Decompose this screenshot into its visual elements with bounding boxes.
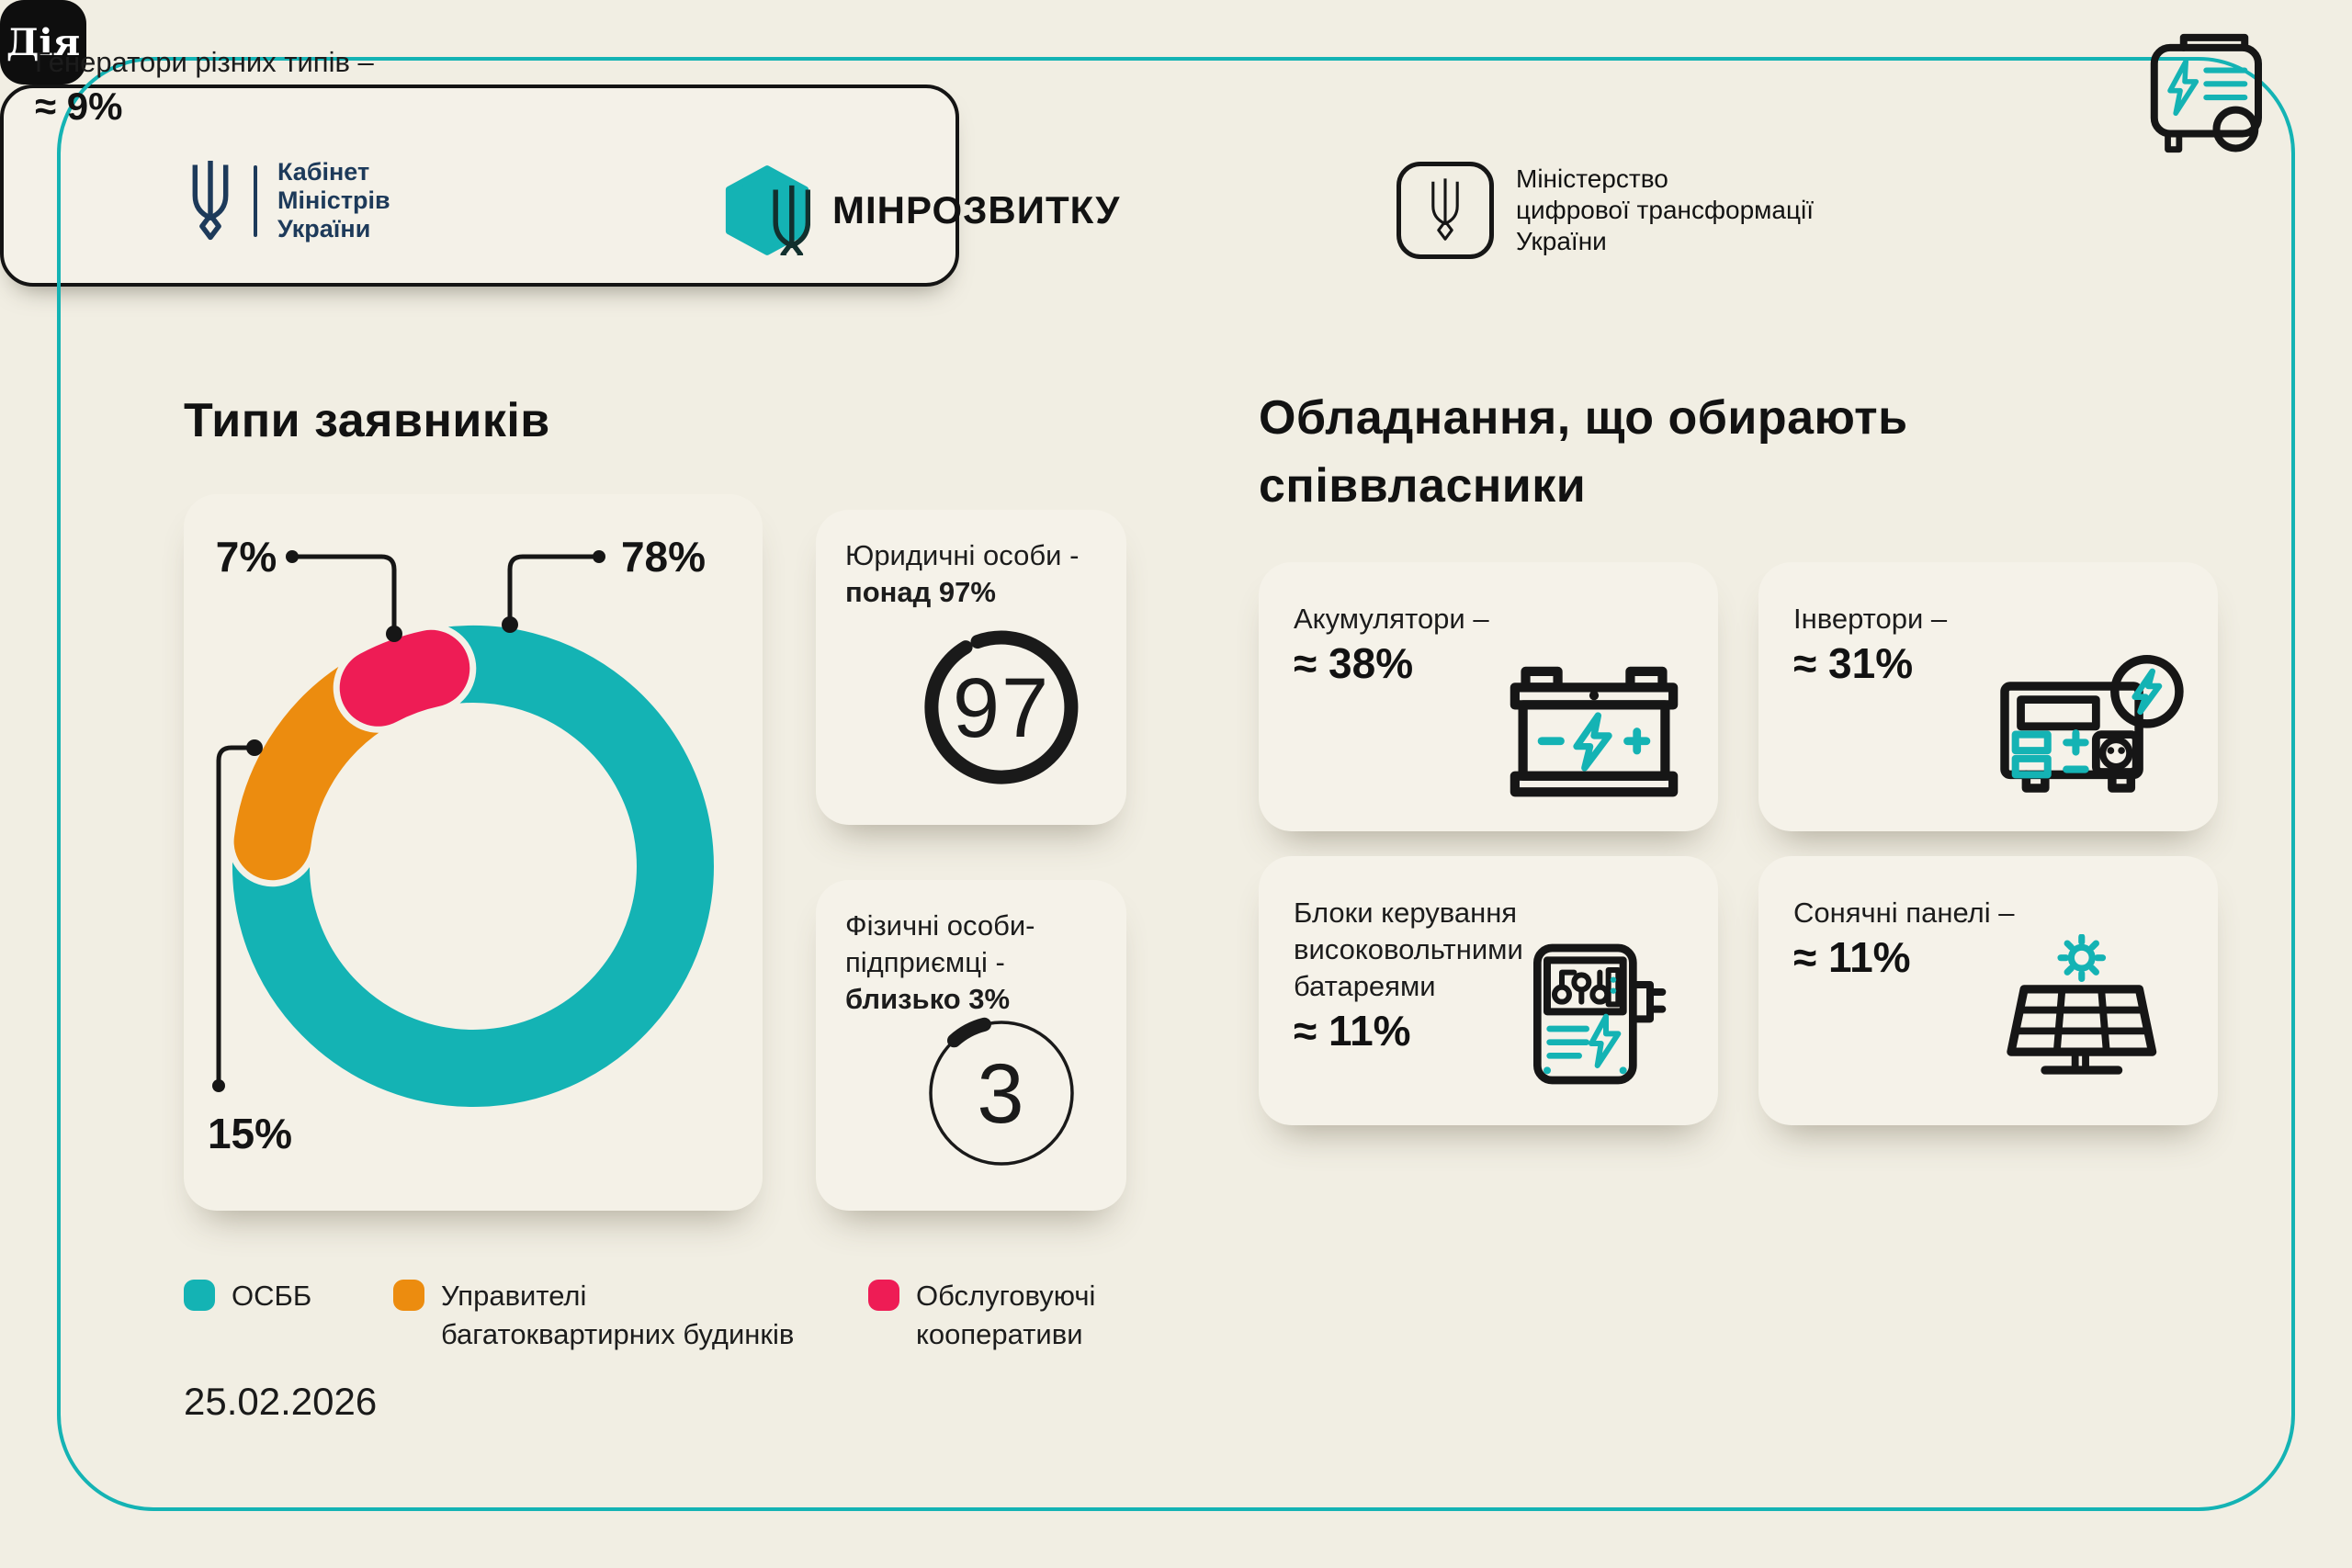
legend-label-coops: Обслуговуючі кооперативи bbox=[916, 1280, 1096, 1350]
digital-ministry-text: Міністерство цифрової трансформації Укра… bbox=[1516, 164, 1814, 257]
inverters-label: Інвертори – ≈ 31% bbox=[1793, 601, 2097, 687]
inverter-icon bbox=[2000, 655, 2184, 793]
legal-entities-value: понад 97% bbox=[845, 576, 996, 608]
applicant-types-donut-card: 7% 78% 15% bbox=[184, 494, 763, 1211]
entrepreneurs-value: близько 3% bbox=[845, 983, 1011, 1015]
donut-label-coops: 7% bbox=[216, 533, 277, 581]
legal-entities-text: Юридичні особи - понад 97% bbox=[845, 537, 1079, 611]
minrozvytku-logo: МІНРОЗВИТКУ bbox=[724, 165, 1120, 255]
applicants-title: Типи заявників bbox=[184, 394, 550, 447]
hexagon-trident-icon bbox=[725, 165, 810, 255]
digital-ministry-line: Міністерство bbox=[1516, 164, 1668, 193]
cabinet-logo: Кабінет Міністрів України bbox=[182, 158, 390, 243]
solar-panels-label: Сонячні панелі – ≈ 11% bbox=[1793, 895, 2097, 981]
donut-callout-lines bbox=[212, 550, 605, 1092]
generator-icon bbox=[2150, 33, 2262, 153]
legal-entities-line: Юридичні особи - bbox=[845, 539, 1080, 571]
legend-label-managers: Управителі багатоквартирних будинків bbox=[441, 1280, 795, 1350]
legal-entities-gauge: 97 bbox=[924, 630, 1079, 784]
control-units-label: Блоки керування високовольтними батареям… bbox=[1294, 895, 1597, 1055]
solar-panels-card: Сонячні панелі – ≈ 11% bbox=[1758, 856, 2218, 1125]
batteries-card: Акумулятори – ≈ 38% bbox=[1259, 562, 1718, 831]
emblem-trident-icon bbox=[1396, 162, 1494, 259]
legend-item-managers: Управителі багатоквартирних будинків bbox=[393, 1277, 827, 1354]
entrepreneurs-text: Фізичні особи- підприємці - близько 3% bbox=[845, 908, 1035, 1018]
entrepreneurs-number: 3 bbox=[977, 1047, 1025, 1141]
digital-ministry-line: України bbox=[1516, 227, 1607, 255]
control-unit-icon bbox=[1533, 943, 1667, 1085]
generators-label-text: Генератори різних типів – bbox=[35, 46, 374, 78]
legal-entities-card: Юридичні особи - понад 97% 97 bbox=[816, 510, 1126, 825]
legend-swatch-coops bbox=[868, 1280, 899, 1311]
control-units-card: Блоки керування високовольтними батареям… bbox=[1259, 856, 1718, 1125]
minrozvytku-label: МІНРОЗВИТКУ bbox=[832, 188, 1121, 231]
inverters-label-text: Інвертори – bbox=[1793, 603, 1948, 635]
legend-label-osbb: ОСББ bbox=[232, 1280, 312, 1312]
batteries-value: ≈ 38% bbox=[1294, 639, 1414, 687]
legal-entities-number: 97 bbox=[953, 661, 1050, 755]
cabinet-line: Міністрів bbox=[277, 186, 390, 214]
entrepreneurs-card: Фізичні особи- підприємці - близько 3% 3 bbox=[816, 880, 1126, 1211]
solar-panels-value: ≈ 11% bbox=[1793, 933, 1911, 981]
generators-value: ≈ 9% bbox=[35, 85, 123, 128]
battery-icon bbox=[1510, 666, 1679, 797]
digital-ministry-line: цифрової трансформації bbox=[1516, 196, 1815, 224]
cabinet-line: Кабінет bbox=[277, 158, 370, 186]
generators-label: Генератори різних типів – ≈ 9% bbox=[35, 44, 678, 128]
donut-segment-osbb bbox=[232, 626, 714, 1107]
digital-ministry-logo: Міністерство цифрової трансформації Укра… bbox=[1396, 162, 1814, 259]
solar-panel-icon bbox=[2007, 934, 2157, 1075]
donut-segment-coops bbox=[339, 629, 470, 727]
logo-divider bbox=[254, 164, 257, 237]
donut-label-osbb: 78% bbox=[621, 533, 706, 581]
diia-badge: Дія bbox=[0, 0, 86, 85]
entrepreneurs-line: підприємці - bbox=[845, 946, 1005, 978]
cabinet-line: України bbox=[277, 215, 371, 243]
entrepreneurs-line: Фізичні особи- bbox=[845, 909, 1035, 942]
date-label: 25.02.2026 bbox=[184, 1380, 378, 1423]
donut-label-managers: 15% bbox=[208, 1110, 292, 1157]
inverters-card: Інвертори – ≈ 31% bbox=[1758, 562, 2218, 831]
legend-swatch-managers bbox=[393, 1280, 424, 1311]
legend-item-coops: Обслуговуючі кооперативи bbox=[868, 1277, 1146, 1354]
trident-icon bbox=[182, 161, 239, 242]
equipment-title-line1: Обладнання, що обирають bbox=[1259, 391, 1908, 445]
entrepreneurs-gauge: 3 bbox=[929, 1017, 1074, 1166]
equipment-title-line2: співвласники bbox=[1259, 459, 1587, 513]
legend-item-osbb: ОСББ bbox=[184, 1277, 379, 1315]
legend-swatch-osbb bbox=[184, 1280, 215, 1311]
batteries-label-text: Акумулятори – bbox=[1294, 603, 1489, 635]
inverters-value: ≈ 31% bbox=[1793, 639, 1914, 687]
control-units-label-text: Блоки керування високовольтними батареям… bbox=[1294, 897, 1523, 1002]
solar-panels-label-text: Сонячні панелі – bbox=[1793, 897, 2015, 929]
equipment-title: Обладнання, що обирають співвласники bbox=[1259, 384, 1908, 520]
diia-label: Дія bbox=[6, 20, 81, 64]
batteries-label: Акумулятори – ≈ 38% bbox=[1294, 601, 1597, 687]
applicant-types-donut-chart: 7% 78% 15% bbox=[208, 533, 714, 1157]
control-units-value: ≈ 11% bbox=[1294, 1007, 1411, 1055]
cabinet-logo-text: Кабінет Міністрів України bbox=[277, 158, 390, 243]
